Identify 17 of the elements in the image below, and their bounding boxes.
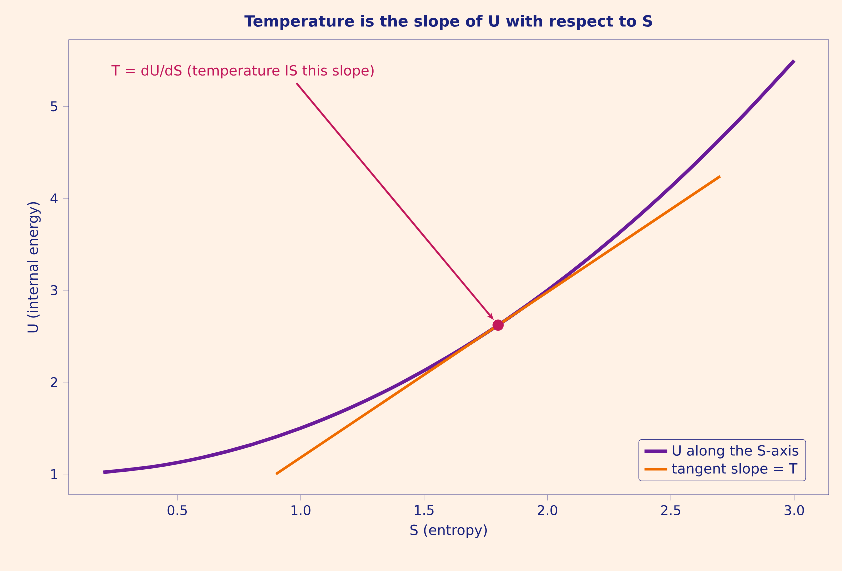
y-tick-label: 3 [51,285,58,296]
y-tick-label: 5 [51,102,58,112]
x-axis-title: S (entropy) [410,524,488,538]
x-tick-label: 3.0 [784,505,804,516]
x-tick-label: 2.0 [538,505,558,516]
y-tick-label: 4 [50,194,58,204]
y-axis-title: U (internal energy) [27,202,41,333]
legend-label: U along the S-axis [673,445,799,459]
x-tick-label: 0.5 [168,505,188,516]
x-tick-label: 1.0 [292,505,311,516]
x-tick-label: 2.5 [661,505,681,516]
legend-label: tangent slope = T [672,463,798,477]
chart-title: Temperature is the slope of U with respect to S [244,15,652,30]
y-tick-label: 2 [51,377,58,388]
y-tick-label: 1 [52,469,58,480]
x-tick-label: 1.5 [415,505,434,516]
annotation: T = dU/dS (temperature IS this slope) [112,65,374,79]
